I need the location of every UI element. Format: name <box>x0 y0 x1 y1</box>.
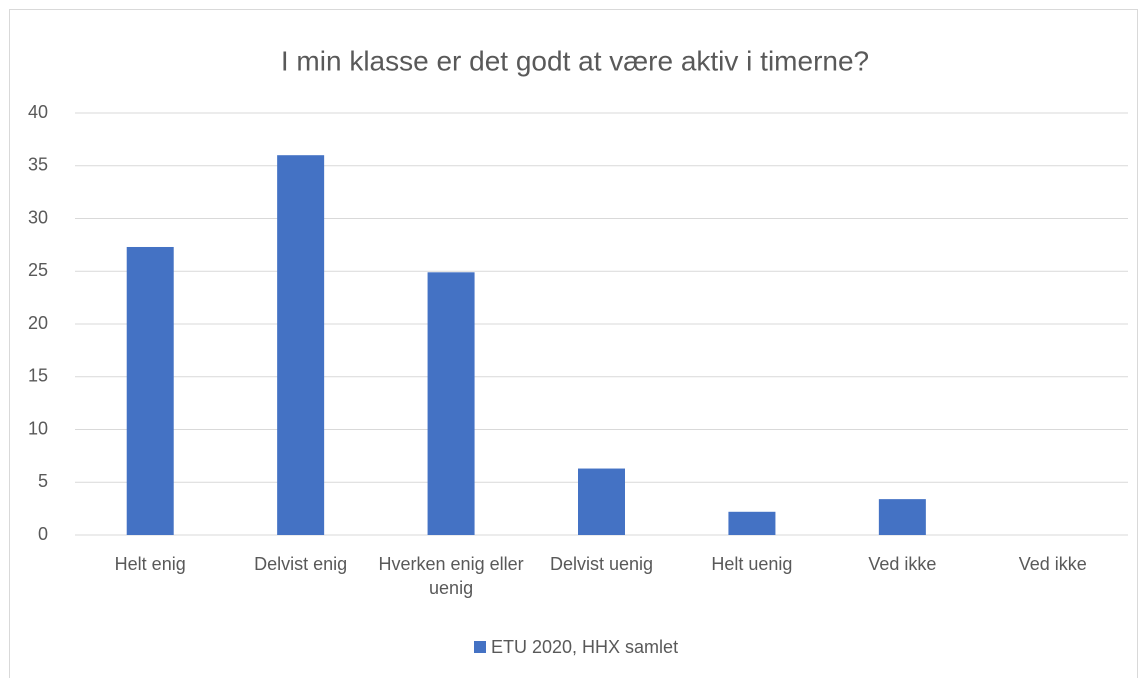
y-tick-label: 30 <box>28 207 48 227</box>
legend-label: ETU 2020, HHX samlet <box>491 637 678 657</box>
y-tick-label: 40 <box>28 102 48 122</box>
y-tick-label: 5 <box>38 471 48 491</box>
bar <box>578 468 625 535</box>
y-tick-label: 25 <box>28 260 48 280</box>
chart-title: I min klasse er det godt at være aktiv i… <box>281 45 869 76</box>
y-tick-label: 35 <box>28 155 48 175</box>
x-tick-label: Ved ikke <box>1018 554 1087 574</box>
x-tick-label: Ved ikke <box>868 554 937 574</box>
bar <box>878 499 926 535</box>
legend-swatch <box>474 641 486 653</box>
chart-frame <box>9 9 1138 678</box>
bar <box>126 246 174 536</box>
y-tick-label: 20 <box>28 313 48 333</box>
x-tick-label: Hverken enig eller uenig <box>378 554 524 598</box>
bar <box>277 155 325 535</box>
y-tick-label: 0 <box>38 524 48 544</box>
bar <box>427 272 475 535</box>
x-tick-label: Helt uenig <box>711 554 793 574</box>
x-tick-label: Helt enig <box>114 554 186 574</box>
x-tick-label: Delvist uenig <box>549 554 654 574</box>
bar <box>728 511 776 535</box>
x-tick-label: Delvist enig <box>254 554 348 574</box>
y-tick-label: 10 <box>28 418 48 438</box>
y-tick-label: 15 <box>28 366 48 386</box>
